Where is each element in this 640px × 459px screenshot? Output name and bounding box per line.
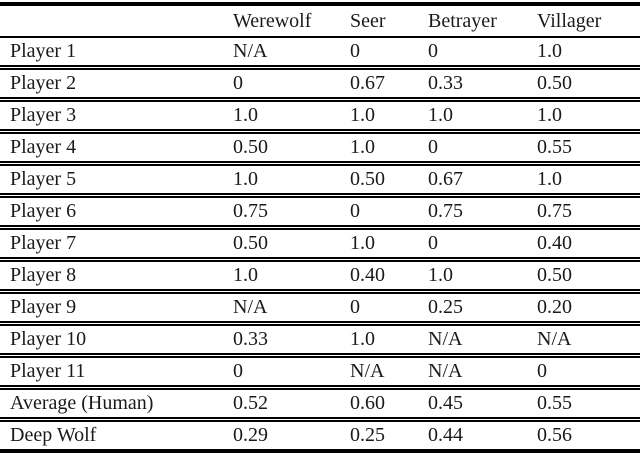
cell: 1.0 (537, 168, 562, 190)
row-label: Average (Human) (10, 392, 154, 414)
cell: 0.25 (428, 296, 463, 318)
cell: 0.67 (350, 72, 385, 94)
table-row: Player 4 0.50 1.0 0 0.55 (0, 132, 640, 164)
cell: 0 (350, 40, 360, 62)
cell: 0.50 (233, 136, 268, 158)
cell: 0.56 (537, 424, 572, 446)
cell: 0.50 (537, 72, 572, 94)
table-row: Player 9 N/A 0 0.25 0.20 (0, 292, 640, 324)
cell: 0.25 (350, 424, 385, 446)
header-col-werewolf: Werewolf (233, 4, 350, 38)
cell: 0.50 (350, 168, 385, 190)
cell: 0.55 (537, 392, 572, 414)
table-row: Player 3 1.0 1.0 1.0 1.0 (0, 100, 640, 132)
header-col-seer: Seer (350, 4, 428, 38)
cell: 0.33 (233, 328, 268, 350)
table-row: Player 11 0 N/A N/A 0 (0, 356, 640, 388)
header-col-villager: Villager (537, 4, 640, 38)
cell: 1.0 (233, 264, 258, 286)
cell: 0.40 (350, 264, 385, 286)
row-label: Player 11 (10, 360, 86, 382)
cell: 1.0 (233, 168, 258, 190)
cell: 1.0 (428, 104, 453, 126)
row-label: Player 1 (10, 40, 77, 62)
cell: 0.60 (350, 392, 385, 414)
cell: 0 (428, 40, 438, 62)
cell: 1.0 (537, 104, 562, 126)
cell: 0 (428, 136, 438, 158)
cell: 0.55 (537, 136, 572, 158)
cell: 0.52 (233, 392, 268, 414)
row-label: Player 9 (10, 296, 77, 318)
cell: N/A (428, 328, 463, 350)
cell: 0 (428, 232, 438, 254)
cell: 1.0 (537, 40, 562, 62)
cell: 0 (233, 72, 243, 94)
table-row: Deep Wolf 0.29 0.25 0.44 0.56 (0, 420, 640, 452)
cell: 0 (233, 360, 243, 382)
cell: N/A (233, 40, 268, 62)
cell: N/A (350, 360, 385, 382)
row-label: Deep Wolf (10, 424, 97, 446)
cell: 0.40 (537, 232, 572, 254)
table-row: Average (Human) 0.52 0.60 0.45 0.55 (0, 388, 640, 420)
header-col-betrayer: Betrayer (428, 4, 537, 38)
row-label: Player 6 (10, 200, 77, 222)
cell: 0.50 (537, 264, 572, 286)
row-label: Player 8 (10, 264, 77, 286)
cell: 0.67 (428, 168, 463, 190)
table-row: Player 8 1.0 0.40 1.0 0.50 (0, 260, 640, 292)
cell: 0.33 (428, 72, 463, 94)
cell: 0 (350, 296, 360, 318)
cell: 0.50 (233, 232, 268, 254)
cell: 0.75 (537, 200, 572, 222)
cell: 0.44 (428, 424, 463, 446)
row-label: Player 3 (10, 104, 77, 126)
row-label: Player 10 (10, 328, 87, 350)
row-label: Player 7 (10, 232, 77, 254)
cell: 0 (537, 360, 547, 382)
row-label: Player 5 (10, 168, 77, 190)
table-row: Player 2 0 0.67 0.33 0.50 (0, 68, 640, 100)
cell: 1.0 (350, 232, 375, 254)
header-corner-cell (0, 4, 233, 38)
cell: N/A (537, 328, 572, 350)
row-label: Player 2 (10, 72, 77, 94)
cell: N/A (233, 296, 268, 318)
cell: 0.75 (428, 200, 463, 222)
table-row: Player 5 1.0 0.50 0.67 1.0 (0, 164, 640, 196)
row-label: Player 4 (10, 136, 77, 158)
cell: 0.29 (233, 424, 268, 446)
cell: 1.0 (350, 104, 375, 126)
table-row: Player 6 0.75 0 0.75 0.75 (0, 196, 640, 228)
table-row: Player 10 0.33 1.0 N/A N/A (0, 324, 640, 356)
table-row: Player 7 0.50 1.0 0 0.40 (0, 228, 640, 260)
cell: 0.75 (233, 200, 268, 222)
cell: 0.20 (537, 296, 572, 318)
header-row: Werewolf Seer Betrayer Villager (0, 4, 640, 38)
cell: 0 (350, 200, 360, 222)
cell: 1.0 (233, 104, 258, 126)
cell: 1.0 (350, 136, 375, 158)
table-body: Player 1 N/A 0 0 1.0 Player 2 0 0.67 0.33 0.50 Pla… (0, 37, 640, 451)
cell: N/A (428, 360, 463, 382)
table-row: Player 1 N/A 0 0 1.0 (0, 37, 640, 68)
cell: 0.45 (428, 392, 463, 414)
cell: 1.0 (350, 328, 375, 350)
table-header: Werewolf Seer Betrayer Villager (0, 4, 640, 38)
cell: 1.0 (428, 264, 453, 286)
